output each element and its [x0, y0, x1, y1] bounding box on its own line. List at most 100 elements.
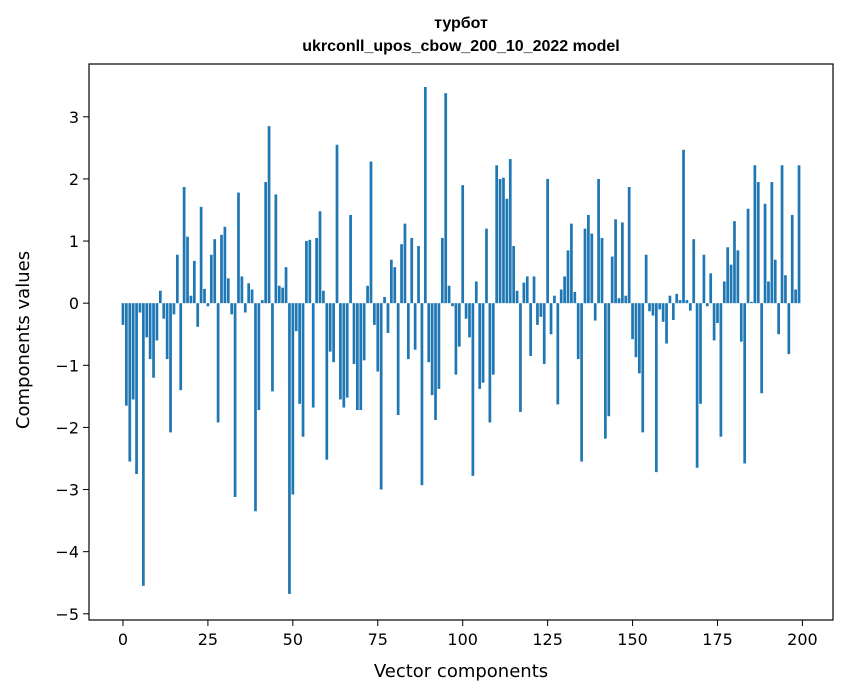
bar-68 — [352, 303, 356, 365]
bar-48 — [284, 267, 288, 304]
bar-117 — [519, 303, 522, 412]
bar-66 — [345, 303, 349, 398]
bar-121 — [532, 276, 536, 304]
bar-155 — [648, 303, 651, 312]
bar-73 — [369, 161, 373, 304]
bar-94 — [440, 237, 444, 304]
bar-145 — [614, 219, 617, 304]
bar-28 — [216, 303, 220, 423]
bar-126 — [549, 303, 553, 335]
bar-152 — [638, 303, 641, 374]
bar-91 — [430, 303, 434, 396]
bar-72 — [366, 285, 369, 304]
bar-62 — [332, 303, 335, 363]
x-tick-label: 100 — [447, 630, 478, 649]
bar-69 — [356, 303, 359, 411]
bar-164 — [678, 300, 682, 304]
bar-52 — [298, 303, 301, 404]
bar-81 — [396, 303, 400, 415]
bar-80 — [393, 267, 397, 304]
bar-34 — [237, 192, 240, 304]
bar-109 — [491, 303, 495, 375]
x-tick-label: 175 — [702, 630, 733, 649]
bar-148 — [624, 295, 628, 304]
bar-19 — [186, 236, 189, 304]
bar-114 — [508, 159, 512, 304]
bar-104 — [474, 281, 478, 304]
bar-165 — [682, 149, 685, 304]
x-tick-label: 50 — [283, 630, 303, 649]
bar-113 — [505, 198, 509, 304]
bar-13 — [165, 303, 169, 360]
bar-174 — [712, 303, 716, 341]
bar-105 — [478, 303, 482, 389]
bar-128 — [556, 303, 560, 405]
bar-122 — [536, 303, 539, 325]
bar-77 — [383, 296, 386, 304]
bar-195 — [784, 275, 787, 304]
bar-11 — [158, 290, 162, 304]
bar-119 — [525, 276, 529, 304]
bar-169 — [695, 303, 699, 468]
bar-79 — [390, 259, 393, 304]
bar-17 — [179, 303, 183, 391]
bar-61 — [328, 303, 332, 352]
bar-107 — [485, 228, 488, 304]
bar-101 — [464, 303, 468, 319]
bar-56 — [311, 303, 315, 408]
bar-110 — [495, 165, 499, 304]
bar-190 — [767, 281, 770, 304]
bar-98 — [454, 303, 458, 375]
y-ticks: −5 −4 −3 −2 −1 0 1 2 3 — [55, 108, 89, 624]
bar-180 — [733, 221, 736, 304]
y-tick-label: −5 — [55, 605, 79, 624]
bar-166 — [685, 300, 689, 304]
y-tick-label: 0 — [69, 294, 79, 313]
bar-76 — [379, 303, 383, 490]
bar-64 — [339, 303, 342, 400]
y-axis-label: Components values — [13, 251, 34, 429]
bar-187 — [756, 182, 760, 304]
bar-42 — [264, 182, 268, 304]
bar-120 — [529, 303, 532, 356]
bar-49 — [288, 303, 291, 594]
bar-7 — [145, 303, 149, 338]
y-tick-label: −3 — [55, 481, 79, 500]
x-tick-label: 200 — [787, 630, 818, 649]
bar-130 — [563, 276, 566, 304]
bar-65 — [342, 303, 346, 408]
bar-167 — [688, 303, 692, 311]
bar-18 — [182, 187, 186, 304]
bar-184 — [746, 208, 750, 304]
bar-0 — [121, 303, 125, 325]
x-tick-label: 0 — [118, 630, 128, 649]
bar-10 — [155, 303, 159, 341]
y-tick-label: −2 — [55, 418, 79, 437]
bar-140 — [597, 178, 600, 304]
bar-15 — [172, 303, 176, 315]
bar-57 — [315, 237, 318, 304]
bar-161 — [668, 295, 672, 304]
bar-32 — [230, 303, 234, 315]
bar-197 — [790, 214, 794, 304]
bar-51 — [294, 303, 298, 332]
bar-160 — [665, 303, 668, 344]
x-tick-label: 125 — [532, 630, 563, 649]
bar-38 — [250, 289, 254, 304]
x-tick-label: 150 — [617, 630, 648, 649]
bar-103 — [471, 303, 475, 476]
bar-99 — [457, 303, 461, 347]
bar-170 — [699, 303, 702, 404]
bar-5 — [138, 303, 142, 313]
bar-26 — [209, 254, 213, 304]
bar-59 — [322, 290, 325, 304]
bar-24 — [203, 288, 206, 304]
bar-45 — [274, 194, 278, 304]
bar-90 — [427, 303, 431, 363]
y-tick-label: 2 — [69, 170, 79, 189]
bar-60 — [325, 303, 329, 460]
bar-23 — [199, 206, 203, 304]
bar-172 — [705, 303, 709, 307]
bar-108 — [488, 303, 492, 423]
bar-92 — [434, 303, 437, 420]
